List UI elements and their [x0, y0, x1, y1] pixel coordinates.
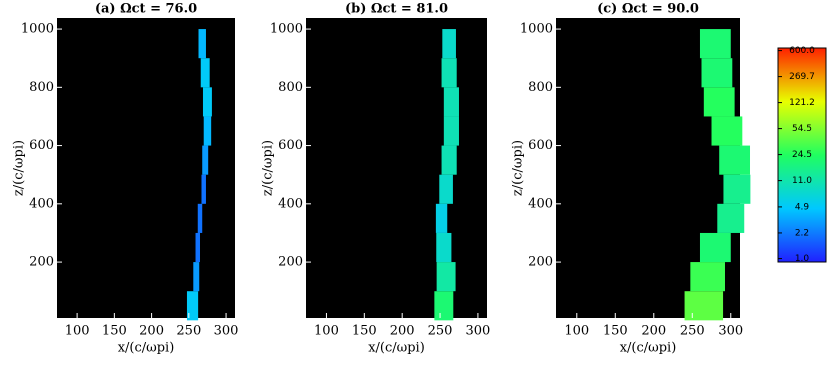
- plot-area: [306, 18, 487, 318]
- y-tick-label: 400: [528, 196, 553, 211]
- colorbar-tick-label: 54.5: [792, 124, 812, 134]
- x-axis-label: x/(c/ωpi): [118, 341, 175, 356]
- y-tick-label: 400: [29, 196, 54, 211]
- y-tick-label: 1000: [520, 22, 553, 37]
- density-band: [717, 203, 745, 233]
- density-band: [197, 203, 203, 233]
- x-tick-label: 150: [352, 324, 377, 339]
- x-tick-label: 300: [465, 324, 490, 339]
- x-tick-label: 150: [102, 324, 127, 339]
- y-tick-label: 200: [29, 255, 54, 270]
- y-tick-label: 1000: [21, 22, 54, 37]
- x-tick-label: 250: [680, 324, 705, 339]
- x-tick-label: 200: [139, 324, 164, 339]
- density-band: [684, 291, 724, 321]
- density-band: [436, 262, 456, 292]
- x-tick-label: 100: [564, 324, 589, 339]
- density-band: [203, 116, 212, 146]
- density-band: [690, 262, 725, 292]
- y-tick-label: 400: [278, 196, 303, 211]
- density-band: [186, 291, 199, 321]
- density-band: [201, 174, 206, 204]
- density-band: [439, 174, 453, 204]
- density-band: [436, 232, 452, 263]
- colorbar-tick-label: 2.2: [795, 228, 809, 238]
- y-tick-label: 800: [528, 80, 553, 95]
- x-tick-label: 200: [641, 324, 666, 339]
- y-axis-label: z/(c/ωpi): [261, 140, 276, 196]
- y-tick-label: 1000: [270, 22, 303, 37]
- y-tick-label: 600: [29, 138, 54, 153]
- density-band: [200, 58, 210, 88]
- density-band: [701, 58, 733, 88]
- density-band: [434, 291, 454, 321]
- x-tick-label: 100: [65, 324, 90, 339]
- density-band: [435, 203, 448, 233]
- colorbar-tick-label: 1.0: [795, 254, 810, 264]
- y-tick-label: 200: [528, 255, 553, 270]
- density-band: [711, 116, 743, 146]
- density-band: [442, 29, 456, 59]
- y-tick-label: 800: [29, 80, 54, 95]
- density-band: [443, 116, 459, 146]
- colorbar-tick-label: 269.7: [789, 72, 815, 82]
- y-tick-label: 200: [278, 255, 303, 270]
- density-band: [195, 232, 200, 263]
- density-band: [441, 58, 457, 88]
- colorbar: [777, 47, 827, 263]
- density-band: [202, 145, 209, 175]
- density-band: [699, 232, 731, 263]
- density-band: [198, 29, 206, 59]
- density-band: [699, 29, 731, 59]
- colorbar-tick-label: 600.0: [789, 46, 815, 56]
- y-axis-label: z/(c/ωpi): [511, 140, 526, 196]
- colorbar-tick-label: 24.5: [792, 150, 812, 160]
- panel-title: (b) Ωct = 81.0: [345, 2, 448, 17]
- density-band: [443, 87, 459, 117]
- x-tick-label: 250: [176, 324, 201, 339]
- density-band: [723, 174, 751, 204]
- x-tick-label: 150: [603, 324, 628, 339]
- density-band: [441, 145, 457, 175]
- density-band: [703, 87, 735, 117]
- panel-title: (a) Ωct = 76.0: [95, 2, 197, 17]
- colorbar-tick-label: 11.0: [792, 176, 812, 186]
- y-axis-label: z/(c/ωpi): [12, 140, 27, 196]
- density-band: [719, 145, 751, 175]
- x-tick-label: 100: [314, 324, 339, 339]
- x-tick-label: 300: [718, 324, 743, 339]
- x-axis-label: x/(c/ωpi): [620, 341, 677, 356]
- y-tick-label: 800: [278, 80, 303, 95]
- density-band: [193, 262, 200, 292]
- colorbar-tick-label: 121.2: [789, 98, 815, 108]
- density-band: [202, 87, 212, 117]
- x-tick-label: 250: [428, 324, 453, 339]
- x-tick-label: 300: [214, 324, 239, 339]
- y-tick-label: 600: [528, 138, 553, 153]
- panel-title: (c) Ωct = 90.0: [597, 2, 699, 17]
- y-tick-label: 600: [278, 138, 303, 153]
- x-tick-label: 200: [390, 324, 415, 339]
- colorbar-tick-label: 4.9: [795, 202, 810, 212]
- x-axis-label: x/(c/ωpi): [368, 341, 425, 356]
